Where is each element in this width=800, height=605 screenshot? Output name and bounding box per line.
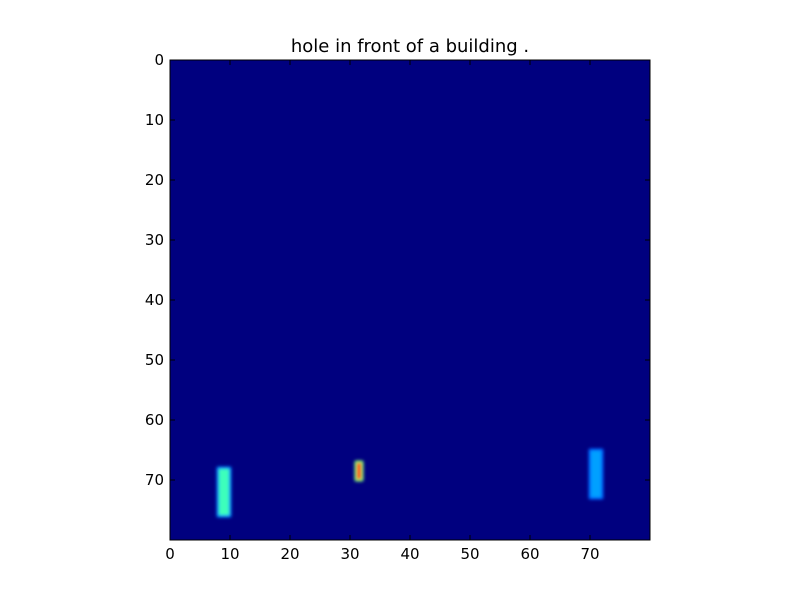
heatmap-background (170, 60, 650, 540)
x-tick-label: 30 (340, 545, 359, 563)
x-tick-label: 20 (280, 545, 299, 563)
y-tick-label: 10 (145, 111, 164, 129)
x-tick-label: 50 (460, 545, 479, 563)
chart-title: hole in front of a building . (291, 36, 529, 57)
y-tick-label: 20 (145, 171, 164, 189)
heatmap-cell-right-blob-core (590, 450, 602, 498)
y-tick-label: 0 (154, 51, 164, 69)
y-tick-label: 40 (145, 291, 164, 309)
y-axis: 0 10 20 30 40 50 60 70 (145, 51, 650, 489)
y-tick-label: 50 (145, 351, 164, 369)
y-tick-label: 60 (145, 411, 164, 429)
x-tick-label: 40 (400, 545, 419, 563)
x-tick-label: 0 (165, 545, 175, 563)
x-tick-label: 60 (520, 545, 539, 563)
x-tick-label: 10 (220, 545, 239, 563)
heatmap-cell-left-blob (216, 466, 232, 518)
heatmap-cell-center-blob (354, 460, 364, 482)
plot-frame (169, 59, 651, 541)
y-tick-label: 70 (145, 471, 164, 489)
plot-area (170, 60, 650, 540)
x-axis: 0 10 20 30 40 50 60 70 (165, 60, 600, 563)
heatmap-cell-center-blob-core (356, 462, 362, 480)
heatmap-cell-right-blob (588, 448, 604, 500)
heatmap-cell-left-blob-core (218, 468, 230, 516)
x-tick-label: 70 (580, 545, 599, 563)
y-tick-label: 30 (145, 231, 164, 249)
